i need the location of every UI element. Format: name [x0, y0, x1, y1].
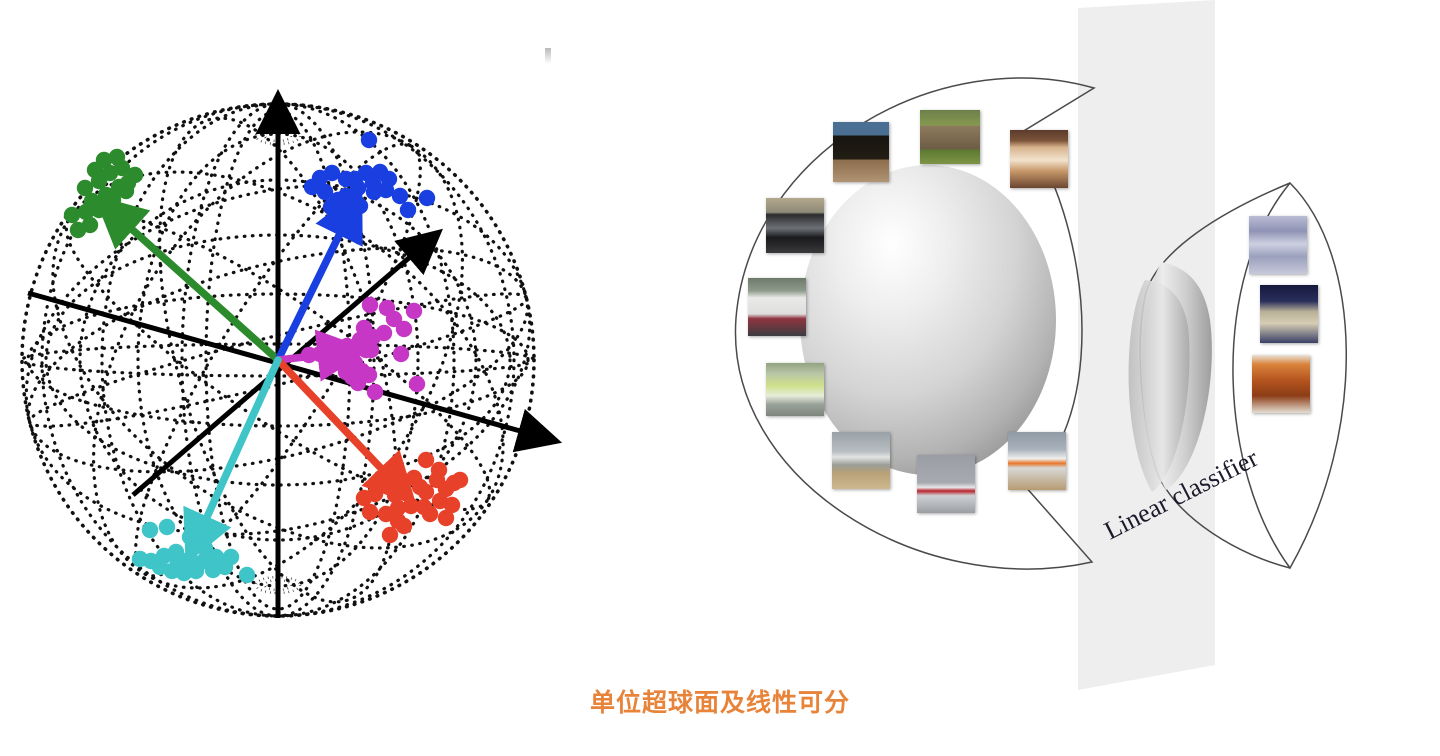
right-figure: Linear classifier [690, 0, 1440, 690]
thumbnail-layer [690, 0, 1440, 690]
class-red-point [421, 505, 439, 523]
unit-ball-3d [800, 165, 1056, 475]
hypersphere-svg [20, 89, 563, 618]
classifier-svg: Linear classifier [734, 0, 1347, 690]
class-cyan-point [238, 566, 256, 584]
class-red-point [402, 497, 420, 515]
class-magenta-point [375, 324, 393, 342]
class-green-point [63, 206, 81, 224]
class-magenta-point [395, 320, 413, 338]
thumb-dog-black [833, 122, 889, 182]
thumb-dog-terrier [920, 110, 980, 164]
class-blue-point [316, 183, 334, 201]
class-magenta-point [408, 375, 426, 393]
class-blue-point [344, 207, 362, 225]
thumb-cat-gray [1249, 216, 1307, 274]
class-cyan-point [158, 518, 176, 536]
class-green-point [69, 221, 87, 239]
class-green-point [76, 179, 94, 197]
thumb-plane-small [832, 432, 890, 489]
class-blue-point [322, 198, 340, 216]
thumb-dog-jack [1010, 130, 1068, 188]
thumb-plane-delta [917, 455, 975, 513]
thumb-car-green [766, 363, 824, 416]
arrow-blue [274, 188, 363, 364]
class-magenta-point [337, 363, 355, 381]
arrow-green [93, 194, 282, 364]
class-red-point [373, 475, 391, 493]
class-blue-point [349, 179, 367, 197]
class-magenta-point [366, 383, 384, 401]
class-cyan-point [222, 548, 240, 566]
class-green-point [117, 182, 135, 200]
class-red-point [377, 505, 395, 523]
class-blue-point [391, 187, 409, 205]
class-magenta-point [357, 341, 375, 359]
class-red-point [430, 461, 448, 479]
class-blue-point [418, 189, 436, 207]
class-magenta-point [361, 296, 379, 314]
class-green-point [126, 166, 144, 184]
class-magenta-point [300, 346, 318, 364]
class-green-point [108, 148, 126, 166]
class-cyan-point [131, 550, 149, 568]
class-blue-point [360, 131, 378, 149]
class-red-point [381, 526, 399, 544]
class-red-point [437, 509, 455, 527]
class-magenta-point [385, 310, 403, 328]
class-green-point [100, 194, 118, 212]
thumb-plane-jet [1008, 432, 1066, 490]
arrow-cyan [183, 356, 282, 565]
thumb-car-dark [766, 198, 824, 253]
stray-mark [545, 48, 551, 64]
class-red-point [386, 486, 404, 504]
arrow-red [274, 356, 417, 506]
class-blue-point [323, 164, 341, 182]
class-red-point [361, 503, 379, 521]
class-red-point [451, 471, 469, 489]
class-cyan-point [196, 539, 214, 557]
scatter-points [63, 131, 469, 584]
class-red-point [417, 483, 435, 501]
class-red-point [443, 496, 461, 514]
class-blue-point [399, 201, 417, 219]
thumb-car-white [748, 278, 806, 336]
class-blue-point [303, 178, 321, 196]
thumb-cat-orange [1252, 355, 1310, 413]
class-red-point [355, 489, 373, 507]
left-figure [0, 40, 580, 620]
class-blue-point [377, 181, 395, 199]
class-red-point [417, 451, 435, 469]
class-magenta-point [360, 366, 378, 384]
class-green-point [86, 161, 104, 179]
thumb-cat-blue [1260, 285, 1318, 343]
class-cyan-point [141, 521, 159, 539]
class-cyan-point [181, 528, 199, 546]
class-cyan-point [151, 558, 169, 576]
page-caption: 单位超球面及线性可分 [589, 688, 850, 717]
class-magenta-point [405, 302, 423, 320]
class-red-point [395, 517, 413, 535]
class-green-point [77, 203, 95, 221]
ball-slice-shadow [1128, 280, 1190, 492]
class-magenta-point [392, 345, 410, 363]
